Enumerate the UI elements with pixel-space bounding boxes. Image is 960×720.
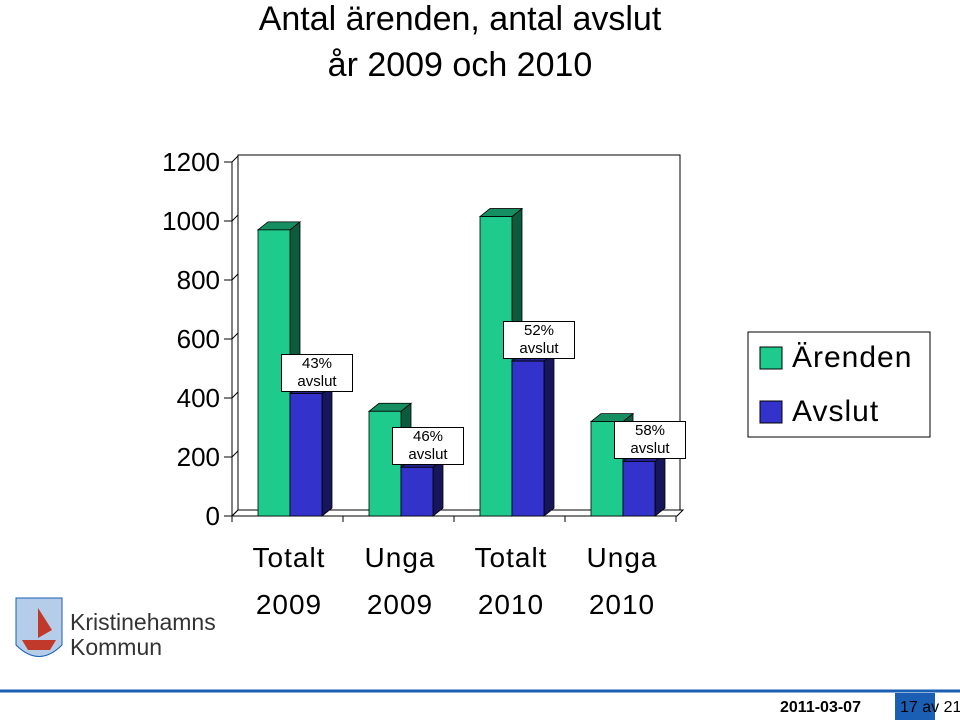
- grid-line: [231, 214, 239, 222]
- bar: [400, 466, 434, 517]
- bar: [511, 360, 545, 517]
- bar-side: [321, 384, 333, 517]
- chart-title: år 2009 och 2010: [327, 46, 593, 84]
- footer-date: 2011-03-07: [780, 699, 861, 716]
- bar-side: [432, 458, 444, 517]
- x-tick-label: Unga 2010: [586, 542, 658, 620]
- logo-text: Kristinehamns: [70, 609, 216, 635]
- annotation: 46% avslut: [392, 427, 464, 466]
- y-tick-label: 1000: [162, 206, 220, 236]
- footer-page: 17 av 21: [900, 699, 960, 716]
- legend-label: Avslut: [792, 395, 880, 428]
- y-tick-label: 600: [176, 324, 220, 354]
- bar-side: [654, 452, 666, 517]
- footer-accent: [895, 693, 935, 720]
- annotation: 58% avslut: [614, 421, 686, 460]
- logo-text: Kommun: [70, 634, 162, 660]
- bar: [622, 461, 656, 517]
- y-tick-label: 0: [205, 501, 220, 531]
- legend-label: Ärenden: [792, 341, 913, 374]
- x-tick-label: Totalt 2009: [252, 542, 326, 620]
- grid-line: [231, 332, 239, 340]
- x-tick-label: Totalt 2010: [474, 542, 548, 620]
- legend-swatch: [759, 346, 783, 370]
- y-tick-label: 200: [176, 442, 220, 472]
- y-tick-label: 400: [176, 383, 220, 413]
- grid-line: [231, 509, 239, 517]
- bar-side: [543, 352, 555, 517]
- annotation: 43% avslut: [281, 353, 353, 392]
- y-tick-label: 800: [176, 265, 220, 295]
- grid-line: [231, 391, 239, 399]
- chart-title: Antal ärenden, antal avslut: [258, 0, 662, 38]
- logo-sail: [38, 608, 52, 638]
- grid-line: [231, 273, 239, 281]
- grid-line: [231, 450, 239, 458]
- bar: [479, 216, 513, 517]
- x-tick-label: Unga 2009: [364, 542, 436, 620]
- bar: [289, 393, 323, 517]
- grid-line: [231, 155, 239, 163]
- logo-ship: [22, 640, 56, 650]
- y-tick-label: 1200: [162, 147, 220, 177]
- legend-swatch: [759, 400, 783, 424]
- annotation: 52% avslut: [503, 321, 575, 360]
